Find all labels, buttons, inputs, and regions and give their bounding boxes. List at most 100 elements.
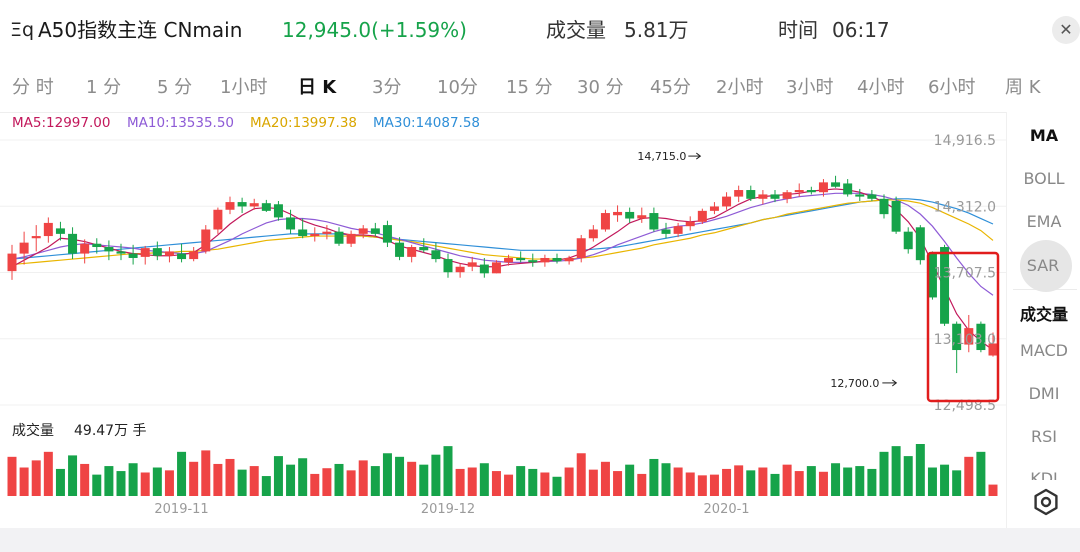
tab-2hour[interactable]: 2小时: [716, 77, 764, 98]
x-tick-label: 2019-12: [421, 502, 475, 517]
candle-body: [298, 229, 308, 237]
candle-body: [734, 190, 744, 197]
indicator-kdj[interactable]: KDJ: [1030, 469, 1058, 480]
volume-bar: [661, 463, 671, 496]
volume-bar: [734, 465, 744, 496]
tab-4hour[interactable]: 4小时: [857, 77, 905, 98]
candle-body: [843, 183, 853, 195]
volume-bar: [467, 467, 477, 496]
indicator-sar[interactable]: SAR: [1026, 256, 1060, 275]
tab-5min[interactable]: 5 分: [157, 77, 193, 98]
volume-bar: [116, 471, 126, 496]
tab-1min[interactable]: 1 分: [86, 77, 122, 98]
candle-body: [915, 227, 925, 261]
candle-body: [661, 229, 671, 234]
volume-bar: [455, 468, 465, 496]
candle-body: [55, 228, 65, 234]
tab-30min[interactable]: 30 分: [577, 77, 624, 98]
candle-body: [673, 226, 683, 234]
candle-body: [625, 211, 635, 219]
candle-body: [213, 209, 223, 230]
tab-3min[interactable]: 3分: [372, 77, 402, 98]
indicator-boll[interactable]: BOLL: [1023, 169, 1065, 188]
highlight-box: [926, 251, 1000, 403]
candle-body: [104, 247, 114, 252]
candle-body: [201, 229, 211, 252]
candle-body: [831, 182, 841, 187]
volume-pane-value: 49.47万 手: [74, 423, 147, 439]
candle-body: [177, 253, 187, 260]
header: Ξq A50指数主连 CNmain 12,945.0(+1.59%) 成交量 5…: [0, 0, 1080, 62]
indicator-dmi[interactable]: DMI: [1028, 384, 1060, 403]
candle-body: [600, 213, 610, 230]
tab-6hour[interactable]: 6小时: [928, 77, 976, 98]
volume-bar: [346, 470, 356, 496]
volume-bar: [80, 463, 90, 496]
candle-body: [80, 243, 90, 254]
candle-body: [576, 238, 586, 258]
volume-bar: [746, 470, 756, 496]
candle-body: [382, 225, 392, 243]
candle-body: [346, 233, 356, 244]
volume-bar: [697, 475, 707, 496]
candle-body: [927, 253, 937, 298]
indicator-rsi[interactable]: RSI: [1031, 427, 1057, 446]
candle-body: [68, 233, 78, 254]
close-icon[interactable]: ✕: [1052, 16, 1080, 44]
volume-bar: [552, 476, 562, 496]
volume-bar: [237, 469, 247, 496]
volume-bar: [903, 456, 913, 496]
tab-weekly-k[interactable]: 周 K: [1005, 77, 1041, 98]
indicator-macd[interactable]: MACD: [1020, 341, 1068, 360]
volume-bar: [758, 467, 768, 496]
candle-body: [491, 262, 501, 274]
candle-body: [818, 182, 828, 193]
volume-bar: [164, 470, 174, 496]
y-tick-label: 14,916.5: [934, 133, 996, 149]
candle-body: [128, 253, 138, 258]
candle-body: [504, 257, 514, 263]
candle-body: [867, 194, 877, 199]
tab-timeshare[interactable]: 分 时: [12, 77, 54, 98]
volume-bar: [395, 456, 405, 496]
volume-bar: [140, 472, 150, 496]
indicator-ema[interactable]: EMA: [1026, 212, 1062, 231]
settings-hexagon-icon[interactable]: [1031, 487, 1061, 517]
candle-body: [879, 198, 889, 215]
volume-bar: [625, 464, 635, 496]
tab-3hour[interactable]: 3小时: [786, 77, 834, 98]
candle-body: [746, 190, 756, 199]
menu-search-icon[interactable]: Ξq: [10, 19, 35, 41]
candle-body: [564, 257, 574, 262]
volume-bar: [213, 463, 223, 496]
volume-bar: [201, 450, 211, 496]
sar-button-bg: [1020, 240, 1072, 292]
volume-bar: [915, 444, 925, 496]
indicator-ma[interactable]: MA: [1029, 126, 1059, 145]
ma30-line: [11, 198, 994, 260]
candle-body: [395, 242, 405, 257]
candle-body: [770, 194, 780, 199]
tabs-divider: [0, 112, 1006, 113]
volume-bar: [479, 463, 489, 496]
indicator-volume[interactable]: 成交量: [1019, 305, 1068, 324]
tab-1hour[interactable]: 1小时: [220, 77, 268, 98]
candle-body: [189, 251, 199, 260]
candle-body: [419, 247, 429, 251]
tab-daily-k[interactable]: 日 K: [298, 77, 337, 98]
volume-bar: [55, 468, 65, 496]
candle-body: [516, 257, 526, 261]
volume-bar: [491, 471, 501, 496]
volume-bar: [516, 466, 526, 496]
tab-45min[interactable]: 45分: [650, 77, 691, 98]
candle-body: [697, 210, 707, 222]
volume-bar: [286, 464, 296, 496]
tab-10min[interactable]: 10分: [437, 77, 478, 98]
tab-15min[interactable]: 15 分: [506, 77, 553, 98]
candle-body: [322, 231, 332, 234]
y-tick-label: 13,707.5: [934, 266, 996, 282]
volume-bar: [358, 460, 368, 496]
candle-body: [164, 251, 174, 256]
candle-body: [782, 192, 792, 199]
kline-chart[interactable]: 14,916.514,312.013,707.513,103.012,498.5…: [0, 112, 1006, 528]
